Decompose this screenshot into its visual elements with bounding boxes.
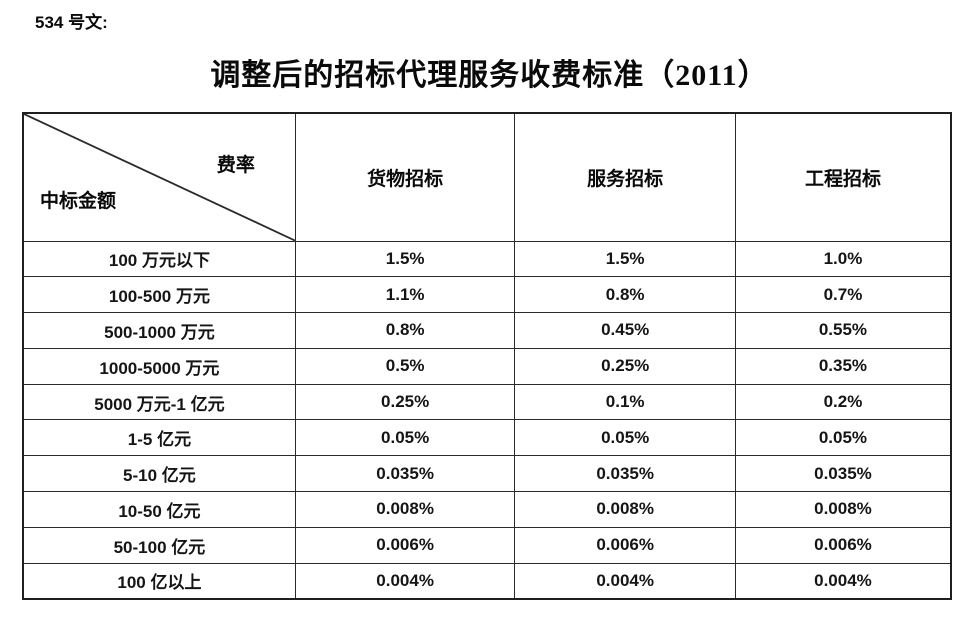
table-row: 5000 万元-1 亿元 0.25% 0.1% 0.2%	[22, 383, 952, 421]
goods-rate: 1.1%	[294, 276, 516, 314]
document-number-label: 534 号文:	[35, 13, 108, 32]
corner-label-amount: 中标金额	[40, 190, 117, 212]
engineering-rate: 0.035%	[734, 455, 952, 493]
amount-tier: 100 亿以上	[22, 562, 296, 600]
amount-tier: 1000-5000 万元	[22, 347, 296, 385]
table-row: 5-10 亿元 0.035% 0.035% 0.035%	[22, 455, 952, 493]
engineering-rate: 0.35%	[734, 347, 952, 385]
column-header-goods: 货物招标	[294, 112, 516, 242]
service-rate: 0.45%	[514, 312, 736, 349]
service-rate: 0.05%	[514, 419, 736, 457]
goods-rate: 0.008%	[294, 491, 516, 528]
engineering-rate: 1.0%	[734, 240, 952, 278]
service-rate: 0.25%	[514, 347, 736, 385]
service-rate: 1.5%	[514, 240, 736, 278]
diagonal-corner-cell: 费率 中标金额	[22, 112, 296, 242]
column-header-service: 服务招标	[514, 112, 736, 242]
amount-tier: 100 万元以下	[22, 240, 296, 278]
goods-rate: 0.5%	[294, 347, 516, 385]
service-rate: 0.004%	[514, 562, 736, 600]
goods-rate: 1.5%	[294, 240, 516, 278]
service-rate: 0.006%	[514, 526, 736, 564]
table-row: 100 亿以上 0.004% 0.004% 0.004%	[22, 562, 952, 600]
engineering-rate: 0.05%	[734, 419, 952, 457]
goods-rate: 0.8%	[294, 312, 516, 349]
table-row: 10-50 亿元 0.008% 0.008% 0.008%	[22, 491, 952, 528]
goods-rate: 0.05%	[294, 419, 516, 457]
engineering-rate: 0.55%	[734, 312, 952, 349]
engineering-rate: 0.004%	[734, 562, 952, 600]
engineering-rate: 0.7%	[734, 276, 952, 314]
fee-table-container: 费率 中标金额 货物招标 服务招标 工程招标 100 万元以下 1.5% 1.5…	[22, 112, 952, 600]
service-rate: 0.035%	[514, 455, 736, 493]
table-row: 50-100 亿元 0.006% 0.006% 0.006%	[22, 526, 952, 564]
goods-rate: 0.035%	[294, 455, 516, 493]
amount-tier: 100-500 万元	[22, 276, 296, 314]
goods-rate: 0.004%	[294, 562, 516, 600]
diagonal-line	[24, 114, 295, 241]
table-row: 100-500 万元 1.1% 0.8% 0.7%	[22, 276, 952, 314]
amount-tier: 5-10 亿元	[22, 455, 296, 493]
amount-tier: 500-1000 万元	[22, 312, 296, 349]
engineering-rate: 0.006%	[734, 526, 952, 564]
amount-tier: 5000 万元-1 亿元	[22, 383, 296, 421]
service-rate: 0.8%	[514, 276, 736, 314]
column-header-engineering: 工程招标	[734, 112, 952, 242]
amount-tier: 1-5 亿元	[22, 419, 296, 457]
table-row: 1-5 亿元 0.05% 0.05% 0.05%	[22, 419, 952, 457]
service-rate: 0.008%	[514, 491, 736, 528]
table-row: 1000-5000 万元 0.5% 0.25% 0.35%	[22, 347, 952, 385]
goods-rate: 0.25%	[294, 383, 516, 421]
amount-tier: 10-50 亿元	[22, 491, 296, 528]
table-row: 500-1000 万元 0.8% 0.45% 0.55%	[22, 312, 952, 349]
engineering-rate: 0.2%	[734, 383, 952, 421]
fee-table: 费率 中标金额 货物招标 服务招标 工程招标 100 万元以下 1.5% 1.5…	[22, 112, 952, 600]
goods-rate: 0.006%	[294, 526, 516, 564]
page-title: 调整后的招标代理服务收费标准（2011）	[210, 59, 769, 92]
service-rate: 0.1%	[514, 383, 736, 421]
corner-label-rate: 费率	[216, 155, 255, 176]
engineering-rate: 0.008%	[734, 491, 952, 528]
table-header-row: 费率 中标金额 货物招标 服务招标 工程招标	[22, 112, 952, 242]
table-row: 100 万元以下 1.5% 1.5% 1.0%	[22, 240, 952, 278]
amount-tier: 50-100 亿元	[22, 526, 296, 564]
